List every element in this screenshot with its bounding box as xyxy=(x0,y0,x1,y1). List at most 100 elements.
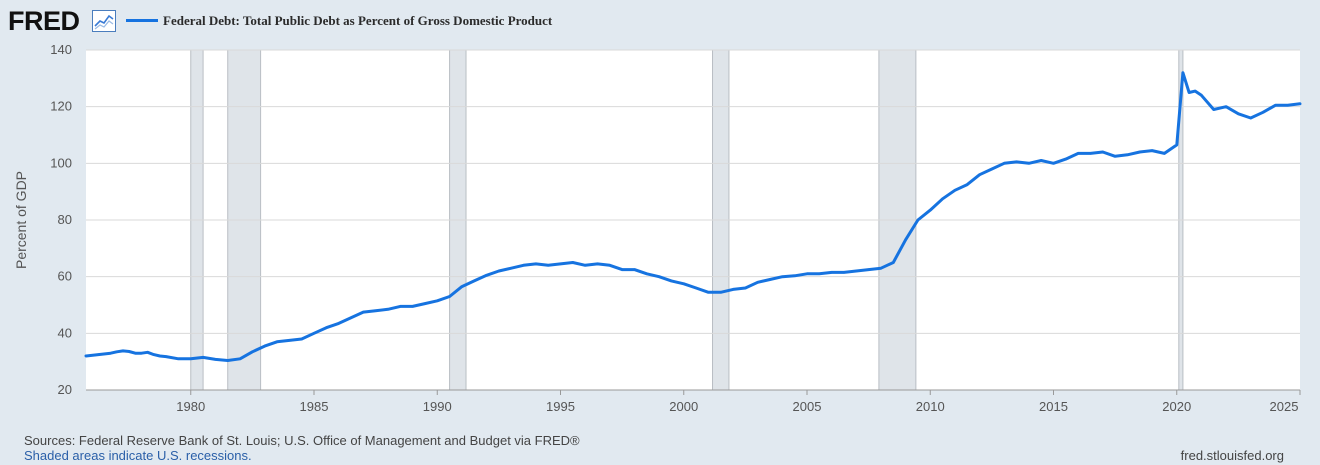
data-point[interactable] xyxy=(768,278,772,281)
data-point[interactable] xyxy=(1027,162,1031,165)
data-point[interactable] xyxy=(214,358,217,361)
data-point[interactable] xyxy=(694,286,698,290)
data-point[interactable] xyxy=(121,349,125,353)
data-point[interactable] xyxy=(263,344,266,348)
data-point[interactable] xyxy=(990,167,994,171)
data-point[interactable] xyxy=(1298,102,1302,106)
data-point[interactable] xyxy=(916,218,920,222)
data-point[interactable] xyxy=(1150,149,1154,152)
data-point[interactable] xyxy=(1113,155,1117,158)
data-point[interactable] xyxy=(966,183,969,186)
data-point[interactable] xyxy=(275,340,279,343)
data-point[interactable] xyxy=(818,272,821,275)
data-point[interactable] xyxy=(158,354,162,358)
data-point[interactable] xyxy=(682,282,685,285)
data-point[interactable] xyxy=(633,268,636,271)
data-point[interactable] xyxy=(670,279,673,283)
data-point[interactable] xyxy=(608,264,611,267)
data-point[interactable] xyxy=(97,353,100,356)
data-point[interactable] xyxy=(226,359,229,362)
data-point[interactable] xyxy=(904,238,907,241)
data-point[interactable] xyxy=(830,271,833,274)
data-point[interactable] xyxy=(756,281,759,284)
data-point[interactable] xyxy=(1126,153,1129,156)
data-point[interactable] xyxy=(1064,157,1068,161)
data-point[interactable] xyxy=(1187,91,1191,94)
series-line[interactable] xyxy=(84,71,1302,362)
data-point[interactable] xyxy=(1212,108,1215,111)
data-point[interactable] xyxy=(892,261,895,264)
data-point[interactable] xyxy=(1138,150,1142,154)
data-point[interactable] xyxy=(177,357,180,360)
data-point[interactable] xyxy=(596,262,599,266)
data-point[interactable] xyxy=(448,295,451,298)
data-point[interactable] xyxy=(497,269,501,273)
data-point[interactable] xyxy=(337,322,340,325)
data-point[interactable] xyxy=(1015,160,1018,164)
data-point[interactable] xyxy=(805,272,809,275)
data-point[interactable] xyxy=(1052,162,1055,165)
data-point[interactable] xyxy=(374,309,377,312)
data-point[interactable] xyxy=(362,310,365,314)
data-point[interactable] xyxy=(1200,94,1203,97)
data-point[interactable] xyxy=(744,286,747,290)
data-point[interactable] xyxy=(1261,111,1265,114)
data-point[interactable] xyxy=(534,262,538,266)
data-point[interactable] xyxy=(657,275,661,278)
data-point[interactable] xyxy=(793,274,796,277)
data-point[interactable] xyxy=(1194,89,1197,93)
data-point[interactable] xyxy=(152,353,155,356)
data-point[interactable] xyxy=(238,357,242,360)
footer-site-link[interactable]: fred.stlouisfed.org xyxy=(1180,448,1284,463)
data-point[interactable] xyxy=(1249,116,1252,120)
data-point[interactable] xyxy=(584,264,587,267)
data-point[interactable] xyxy=(978,173,981,176)
data-point[interactable] xyxy=(1089,152,1092,155)
footer-recession-note[interactable]: Shaded areas indicate U.S. recessions. xyxy=(24,448,252,463)
data-point[interactable] xyxy=(460,285,464,288)
data-point[interactable] xyxy=(559,262,562,266)
data-point[interactable] xyxy=(1163,152,1166,155)
data-point[interactable] xyxy=(140,352,143,355)
data-point[interactable] xyxy=(522,264,525,267)
data-point[interactable] xyxy=(1286,104,1289,107)
data-point[interactable] xyxy=(855,269,858,273)
data-point[interactable] xyxy=(109,352,112,355)
data-point[interactable] xyxy=(867,268,870,271)
data-point[interactable] xyxy=(288,339,291,342)
data-point[interactable] xyxy=(201,356,205,359)
data-point[interactable] xyxy=(300,337,303,341)
data-point[interactable] xyxy=(164,355,168,358)
data-point[interactable] xyxy=(127,350,131,353)
data-point[interactable] xyxy=(879,267,883,270)
data-point[interactable] xyxy=(436,299,439,302)
data-point[interactable] xyxy=(399,305,402,308)
data-point[interactable] xyxy=(842,271,846,274)
data-point[interactable] xyxy=(645,272,648,275)
data-point[interactable] xyxy=(312,332,316,335)
data-point[interactable] xyxy=(349,316,353,319)
data-point[interactable] xyxy=(571,261,574,264)
data-point[interactable] xyxy=(411,305,414,308)
data-point[interactable] xyxy=(1274,104,1277,107)
data-point[interactable] xyxy=(1224,105,1228,108)
data-point[interactable] xyxy=(1077,152,1080,155)
data-point[interactable] xyxy=(485,274,488,277)
data-point[interactable] xyxy=(134,352,137,355)
data-point[interactable] xyxy=(719,291,722,294)
data-point[interactable] xyxy=(115,350,119,353)
data-point[interactable] xyxy=(423,302,427,305)
data-point[interactable] xyxy=(1181,71,1185,74)
data-point[interactable] xyxy=(473,279,476,283)
data-point[interactable] xyxy=(1101,150,1105,154)
data-point[interactable] xyxy=(929,208,932,212)
data-point[interactable] xyxy=(781,275,784,278)
data-point[interactable] xyxy=(386,308,390,311)
data-point[interactable] xyxy=(1040,159,1043,162)
fred-logo[interactable]: FRED xyxy=(8,6,80,36)
data-point[interactable] xyxy=(251,350,254,353)
data-point[interactable] xyxy=(941,197,944,200)
data-point[interactable] xyxy=(325,326,328,329)
data-point[interactable] xyxy=(1175,143,1179,147)
data-point[interactable] xyxy=(1003,162,1006,165)
